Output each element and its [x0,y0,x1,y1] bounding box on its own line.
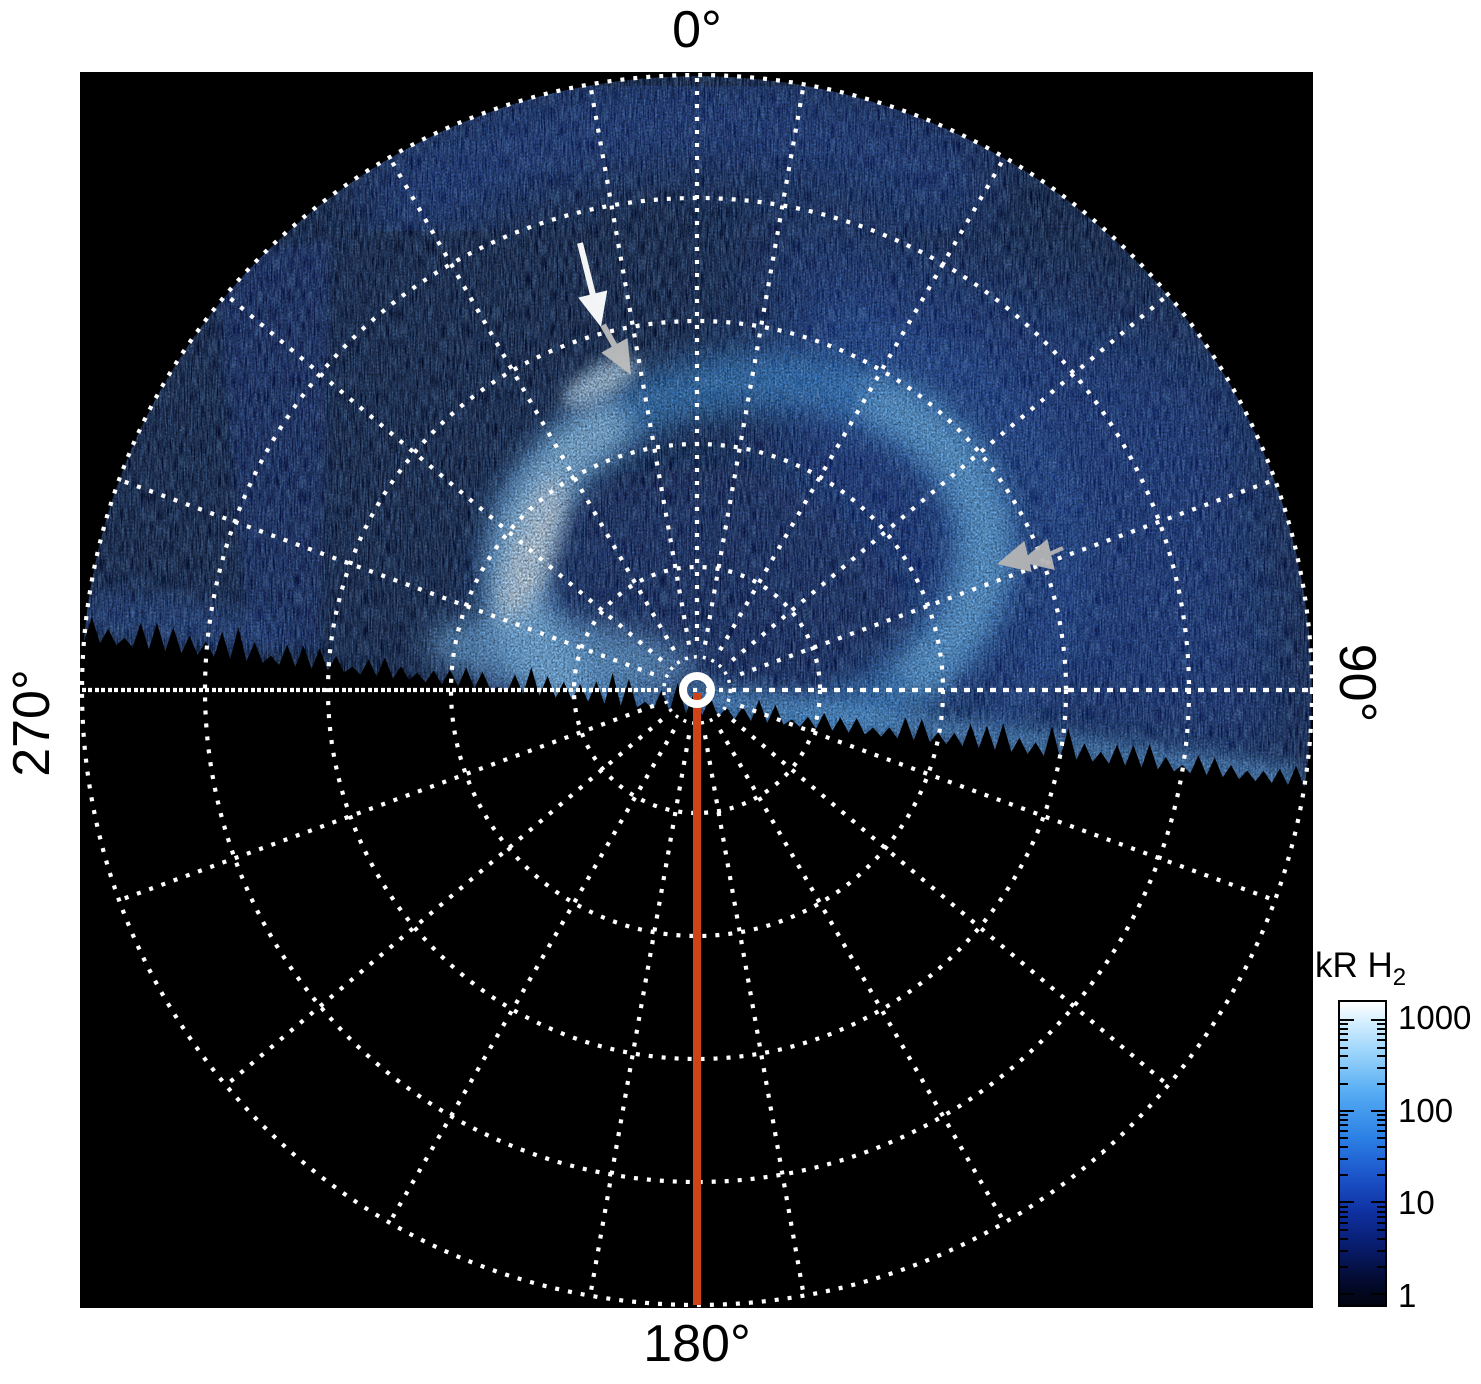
grid-ray [226,294,664,663]
grid-ray [730,717,1168,1086]
colorbar-tickmark [1377,1158,1385,1160]
colorbar-tickmark [1377,1023,1385,1025]
colorbar-tickmark [1377,1119,1385,1121]
colorbar-tick-100: 100 [1398,1092,1454,1129]
grid-ray [739,703,1273,902]
grid-ray [121,478,655,677]
colorbar-tickmark [1340,1119,1348,1121]
colorbar-tickmark [1377,1047,1385,1049]
colorbar-tickmark [1377,1083,1385,1085]
colorbar-tickmark [1340,1039,1348,1041]
colorbar-tickmark [1340,1047,1348,1049]
polar-plot-svg [80,72,1313,1308]
colorbar-tickmark [1340,1114,1348,1116]
colorbar-tickmark [1377,1222,1385,1224]
grid-circle [325,318,1069,1062]
colorbar-tickmark [1377,1211,1385,1213]
gray-arrow-icon [600,323,631,375]
colorbar-tickmark [1377,1130,1385,1132]
colorbar-tickmark [1377,1266,1385,1268]
grid-ray [739,478,1273,677]
colorbar-tickmark [1377,1229,1385,1231]
colorbar-tickmark [1371,1293,1385,1295]
colorbar-tickmark [1340,1033,1348,1035]
plot-frame [80,72,1313,1308]
colorbar-tickmark [1340,1222,1348,1224]
colorbar-tickmark [1377,1250,1385,1252]
colorbar-tickmark [1340,1229,1348,1231]
polar-grid [80,73,1313,1307]
colorbar-tickmark [1377,1033,1385,1035]
angle-label-bottom: 180° [643,1315,751,1373]
colorbar-tickmark [1340,1174,1348,1176]
colorbar-tickmark [1340,1250,1348,1252]
colorbar-tickmark [1340,1293,1354,1295]
colorbar-tick-1: 1 [1398,1277,1417,1314]
colorbar-tickmark [1377,1206,1385,1208]
colorbar-tickmark [1340,1146,1348,1148]
colorbar-tickmark [1377,1067,1385,1069]
colorbar-tickmark [1377,1238,1385,1240]
white-arrow-icon [577,242,608,327]
grid-ray [702,734,806,1294]
grid-ray [718,728,1005,1222]
grid-ray [588,734,692,1294]
colorbar-tickmark [1340,1201,1354,1203]
grid-ray [702,86,806,646]
colorbar-tickmark [1377,1028,1385,1030]
colorbar-tickmark [1377,1137,1385,1139]
colorbar-tickmark [1340,1158,1348,1160]
colorbar-tickmark [1371,1110,1385,1112]
colorbar-tickmark [1371,1019,1385,1021]
colorbar-tickmark [1340,1028,1348,1030]
grid-ray [389,158,676,652]
colorbar [1338,1000,1387,1307]
colorbar-tickmark [1377,1124,1385,1126]
colorbar-tickmark [1377,1039,1385,1041]
grid-circle [571,564,823,816]
colorbar-tickmark [1340,1137,1348,1139]
grid-ray [588,86,692,646]
grid-ray [226,717,664,1086]
grid-ray [718,158,1005,652]
colorbar-tickmark [1340,1110,1354,1112]
grid-ray [730,294,1168,663]
gray-double-arrow-icon [997,538,1064,573]
colorbar-tickmark [1340,1130,1348,1132]
angle-label-left: 270° [3,669,61,777]
colorbar-tickmark [1377,1146,1385,1148]
colorbar-tickmark [1340,1206,1348,1208]
angle-label-top: 0° [672,1,722,59]
colorbar-tickmark [1377,1174,1385,1176]
colorbar-tickmark [1377,1114,1385,1116]
colorbar-tick-10: 10 [1398,1184,1435,1221]
colorbar-tickmark [1340,1266,1348,1268]
colorbar-tickmark [1340,1067,1348,1069]
colorbar-tickmark [1340,1211,1348,1213]
colorbar-title: kR H2 [1315,946,1406,992]
grid-ray [121,703,655,902]
colorbar-tickmark [1340,1023,1348,1025]
colorbar-tickmark [1340,1019,1354,1021]
colorbar-tickmark [1340,1238,1348,1240]
colorbar-tickmark [1377,1055,1385,1057]
colorbar-tickmark [1340,1124,1348,1126]
grid-circle [662,655,732,725]
colorbar-title-main: kR H [1315,946,1393,985]
center-ring [679,672,715,708]
angle-label-right: 90° [1328,643,1386,723]
colorbar-title-sub: 2 [1392,964,1407,991]
colorbar-tick-1000: 1000 [1398,999,1472,1036]
colorbar-tickmark [1340,1216,1348,1218]
colorbar-tickmark [1377,1216,1385,1218]
colorbar-tickmark [1371,1201,1385,1203]
colorbar-tickmark [1340,1055,1348,1057]
colorbar-tickmark [1340,1083,1348,1085]
grid-ray [389,728,676,1222]
